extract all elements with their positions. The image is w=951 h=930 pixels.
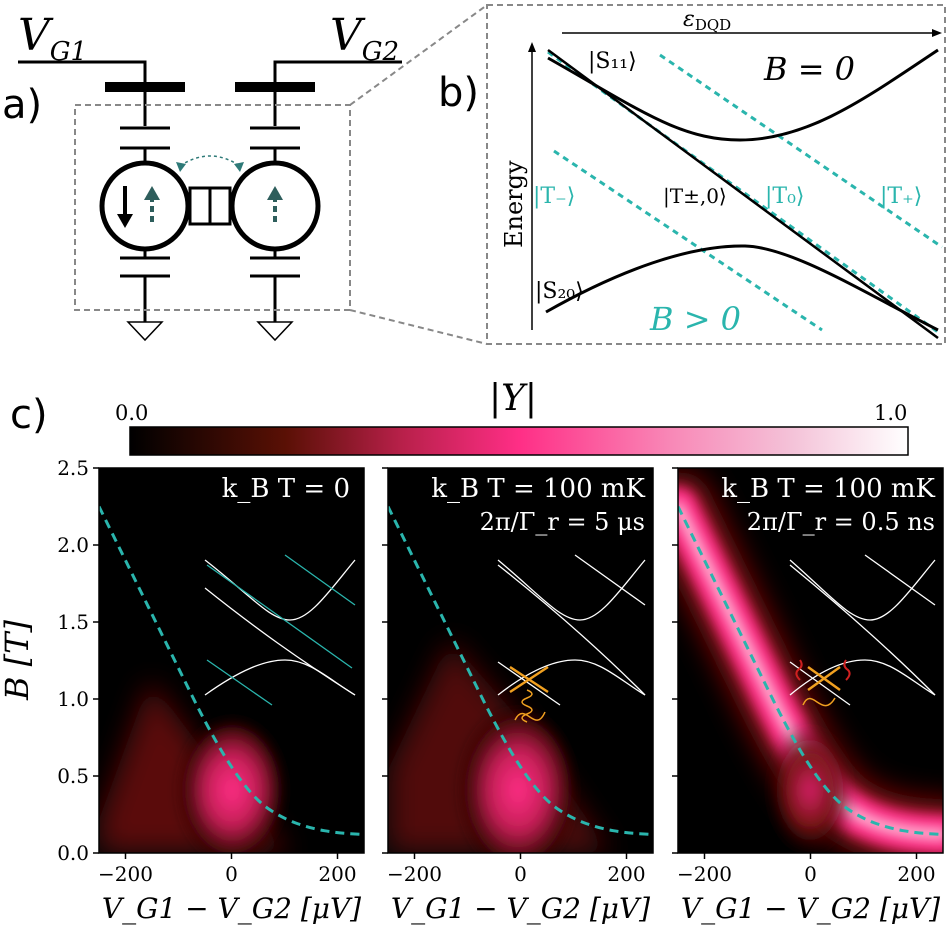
y-tick-label: 2.0 [57, 533, 89, 557]
inset-triplet-lines [206, 554, 356, 706]
x-axis-arrow-icon [932, 29, 942, 37]
circuit-schematic [18, 60, 402, 342]
colorbar [129, 426, 909, 456]
subplot-1: k_B T = 0 [98, 467, 365, 854]
singlet-upper-branch [547, 48, 939, 142]
singlet-lower-branch [545, 244, 939, 332]
x-tick-label: 200 [607, 862, 645, 886]
c-yaxis-label: B [T] [0, 619, 36, 701]
tunneling-arrow-icon [179, 155, 241, 167]
colorbar-min-label: 0.0 [115, 401, 148, 425]
photon-absorption-icon [509, 665, 549, 723]
colorbar-title: |Y| [489, 378, 537, 419]
x-axis-label: V_G1 − V_G2 [μV] [391, 892, 650, 925]
b-yaxis-label: Energy [500, 160, 528, 248]
gate1-label: VG1 [18, 10, 87, 67]
zoom-line-top [349, 4, 488, 106]
panel-c-label: c) [10, 392, 48, 438]
x-tick-label: 200 [897, 862, 935, 886]
x-tick-label: −200 [677, 862, 732, 886]
y-tick-label: 2.5 [57, 456, 89, 480]
gate1-plate [105, 82, 185, 92]
subplot-2-title-line2: 2π/Γ_r = 5 μs [480, 508, 645, 536]
x-axis-label: V_G1 − V_G2 [μV] [102, 892, 361, 925]
panel-a: a) VG1 VG2 [2, 4, 488, 345]
y-axis-arrow-icon [528, 42, 536, 52]
spin-up-arrow-right-icon [267, 186, 283, 200]
state-tplus-label: |T₊⟩ [880, 184, 922, 209]
axes-layer: −200 0 200 V_G1 − V_G2 [μV] 0.0 0.5 1.0 1.5 2.0 2… [57, 456, 940, 925]
panel-b: b) εDQD Energy |S₁₁⟩ |S₂₀⟩ |T₋⟩ |T±,0⟩ |… [438, 4, 946, 345]
panel-b-label: b) [438, 70, 479, 116]
y-tick-label: 1.5 [57, 610, 89, 634]
subplot-3-title-line1: k_B T = 100 mK [721, 474, 935, 504]
b-equals-zero-label: B = 0 [763, 50, 855, 88]
gate2-plate [235, 82, 315, 92]
x-tick-label: 0 [804, 862, 817, 886]
inset-level-diagram [789, 554, 936, 706]
subplot-2-title-line1: k_B T = 100 mK [431, 474, 645, 504]
quantum-dot-left [99, 160, 191, 252]
heatmap-blob [458, 705, 578, 853]
triplet-tplus-line [659, 53, 943, 249]
ground-right-icon [256, 321, 294, 342]
state-s20-label: |S₂₀⟩ [535, 279, 584, 304]
colorbar-max-label: 1.0 [874, 401, 907, 425]
panel-c: c) |Y| 0.0 1.0 B [T] [0, 378, 944, 925]
boundary-curve [388, 505, 653, 837]
singlet-crossing-line [547, 48, 939, 340]
x-tick-label: −200 [387, 862, 442, 886]
x-tick-label: 200 [318, 862, 356, 886]
state-t0-label: |T₀⟩ [765, 184, 805, 209]
panel-a-label: a) [2, 82, 42, 128]
zoom-line-bottom [349, 309, 488, 345]
spin-arrows [117, 155, 283, 228]
boundary-curve [99, 505, 364, 837]
y-tick-label: 0.5 [57, 764, 89, 788]
boundary-curve [678, 505, 943, 837]
state-tminus-label: |T₋⟩ [533, 184, 575, 209]
y-tick-label: 0.0 [57, 841, 89, 865]
subplot-3-title-line2: 2π/Γ_r = 0.5 ns [747, 508, 935, 536]
subplot-3: k_B T = 100 mK 2π/Γ_r = 0.5 ns [677, 467, 944, 854]
gate2-label: VG2 [330, 10, 399, 67]
x-tick-label: 0 [225, 862, 238, 886]
ground-left-icon [126, 321, 164, 342]
x-tick-label: −200 [98, 862, 153, 886]
state-tpm0-label: |T±,0⟩ [663, 184, 727, 209]
spin-up-arrow-left-icon [144, 186, 160, 200]
b-positive-label: B > 0 [649, 300, 741, 338]
heatmap-blob [177, 715, 287, 853]
state-s11-label: |S₁₁⟩ [588, 49, 637, 74]
b-xaxis-label: εDQD [683, 7, 731, 34]
heatmap-blob [765, 720, 855, 853]
spin-down-arrow-icon [117, 214, 133, 228]
relaxation-photon-icon [795, 659, 851, 707]
triplet-tminus-line [553, 149, 823, 332]
x-tick-label: 0 [514, 862, 527, 886]
y-tick-label: 1.0 [57, 687, 89, 711]
subplot-2: k_B T = 100 mK 2π/Γ_r = 5 μs [387, 467, 654, 854]
x-axis-label: V_G1 − V_G2 [μV] [681, 892, 940, 925]
subplot-1-title: k_B T = 0 [222, 474, 350, 504]
